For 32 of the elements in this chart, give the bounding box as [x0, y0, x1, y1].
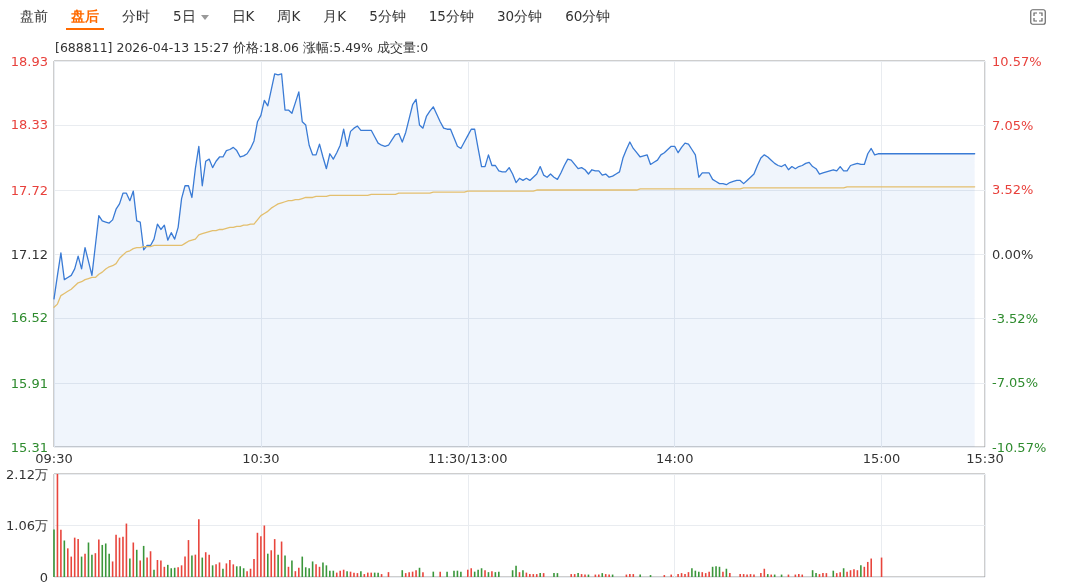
x-tick-label: 11:30/13:00 [428, 451, 508, 466]
y-tick-label: 18.33 [10, 117, 48, 133]
text: 15分钟 [428, 8, 474, 24]
y2-tick-label: 10.57% [992, 53, 1042, 69]
y-tick-label: 17.72 [10, 182, 48, 198]
chart-title: [688811] 2026-04-13 15:27 价格:18.06 涨幅:5.49% 成交量:0 [55, 40, 429, 56]
x-tick-label: 10:30 [242, 451, 280, 466]
text: 5日 [173, 8, 196, 24]
x-tick-label: 15:00 [862, 451, 901, 466]
text: 盘后 [71, 8, 99, 24]
y2-tick-label: 7.05% [992, 117, 1034, 133]
y2-tick-label: 3.52% [992, 182, 1034, 198]
x-tick-label: 14:00 [655, 451, 694, 466]
y-tick-label: 0 [39, 569, 48, 585]
y-tick-label: 2.12万 [6, 466, 48, 482]
y-tick-label: 15.91 [10, 375, 48, 391]
text: 5分钟 [369, 8, 406, 24]
y-tick-label: 17.12 [10, 246, 48, 262]
y2-tick-label: -7.05% [992, 375, 1038, 391]
y-tick-label: 16.52 [10, 310, 48, 326]
y-tick-label: 1.06万 [6, 518, 48, 533]
y-tick-label: 18.93 [10, 53, 48, 69]
text: 月K [323, 8, 347, 24]
y2-tick-label: 0.00% [992, 246, 1034, 262]
text: 日K [231, 8, 255, 24]
y2-tick-label: -3.52% [992, 310, 1038, 326]
text: 30分钟 [496, 8, 543, 24]
text: 盘前 [20, 8, 48, 24]
line-series [53, 186, 976, 308]
text: 60分钟 [565, 8, 611, 24]
text: 分时 [122, 8, 150, 24]
text: 周K [277, 8, 301, 24]
